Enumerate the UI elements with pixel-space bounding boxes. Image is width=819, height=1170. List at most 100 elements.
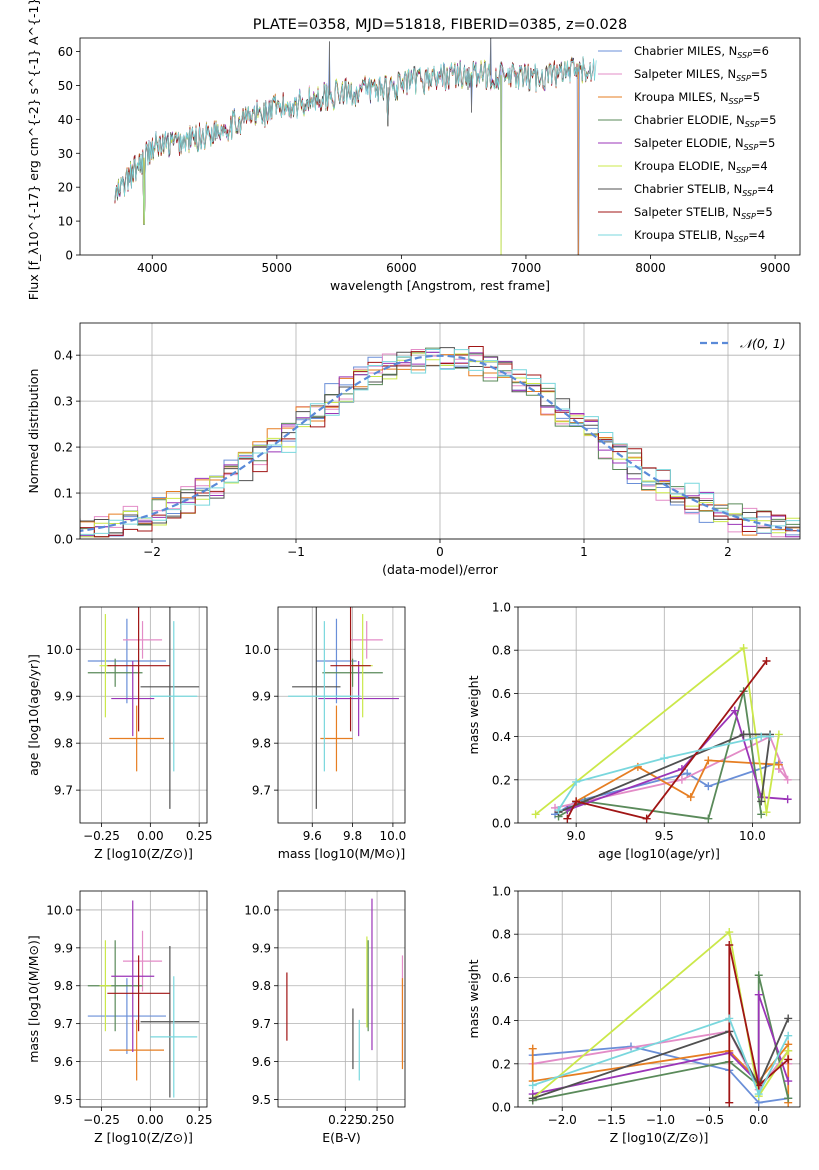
weight-marker [783,795,792,804]
weight-marker [704,814,713,823]
x-tick-label: 8000 [635,261,666,275]
legend-label: Kroupa ELODIE, NSSP=4 [634,159,768,175]
weight-marker [766,732,775,741]
y-tick-label: 9.6 [252,1055,271,1069]
weight-marker [725,928,734,937]
x-tick-label: 0.225 [328,1113,362,1127]
weight-marker [754,990,763,999]
x-tick-label: 6000 [386,261,417,275]
y-tick-label: 9.9 [252,941,271,955]
axes-frame [277,606,406,824]
y-tick-label: 0.4 [492,730,511,744]
weight-series [728,944,789,1103]
weight-marker [572,777,581,786]
y-axis-label: Normed distribution [26,369,41,494]
y-tick-label: 0.0 [492,1101,511,1115]
y-tick-label: 0.2 [492,773,511,787]
y-tick-label: 60 [58,45,73,59]
weight-marker [739,730,748,739]
x-tick-label: 1 [580,545,588,559]
x-tick-label: 5000 [262,261,293,275]
weight-marker [572,797,581,806]
x-tick-label: 0.250 [360,1113,394,1127]
weight-marker [531,810,540,819]
weight-marker [762,808,771,817]
legend-label: Salpeter MILES, NSSP=5 [634,67,768,83]
weight-series [566,660,768,820]
y-tick-label: 9.9 [252,690,271,704]
y-tick-label: 10.0 [244,643,271,657]
panel-spectrum: 4000 5000 6000 7000 8000 9000 0 10 20 30 40 50 60 wav… [26,0,801,300]
x-tick-label: 9.5 [655,829,674,843]
y-axis-label: mass weight [466,675,481,754]
panel-weight-vs-age: 9.0 9.5 10.0 0.0 0.2 0.4 0.6 0.8 1.0 age [log10(a… [466,601,801,861]
axes-frame [79,606,208,824]
axes-frame [517,606,801,824]
weight-marker [677,775,686,784]
x-tick-label: 0.25 [186,829,213,843]
weight-series [558,733,772,814]
weight-marker [784,1031,793,1040]
weight-series [554,761,780,816]
x-tick-label: −0.25 [83,829,120,843]
panel-residuals: −2 −1 0 1 2 0.0 0.1 0.2 0.3 0.4 (data-model)/error… [26,322,801,577]
y-tick-label: 9.5 [54,1093,73,1107]
weight-marker [784,1055,793,1064]
plot-area-spectrum [114,38,597,255]
y-tick-label: 10 [58,215,73,229]
plot-area-age-vs-Z [87,607,200,809]
x-tick-label: 4000 [137,261,168,275]
x-tick-label: −2 [143,545,161,559]
y-tick-label: 9.7 [54,784,73,798]
weight-marker [686,793,695,802]
x-axis-label: Z [log10(Z/Z⊙)] [610,1130,709,1145]
y-tick-label: 1.0 [492,601,511,615]
y-tick-label: 9.8 [252,737,271,751]
y-tick-label: 9.7 [54,1017,73,1031]
y-tick-label: 0.4 [54,349,73,363]
y-tick-label: 50 [58,79,73,93]
y-tick-label: 0.0 [492,817,511,831]
weight-marker [528,1094,537,1103]
weight-marker [774,760,783,769]
legend-label: Chabrier MILES, NSSP=6 [634,44,769,60]
axes-frame [79,322,801,540]
x-tick-label: 9.6 [303,829,322,843]
weight-marker [660,754,669,763]
y-tick-label: 0.6 [492,687,511,701]
histogram-series [80,349,800,538]
x-tick-label: 10.0 [380,829,407,843]
panel-age-vs-mass: 9.6 9.8 10.0 9.7 9.8 9.9 10.0 mass [log10(M/M⊙)… [244,606,407,861]
y-tick-label: 9.6 [54,1055,73,1069]
y-tick-label: 1.0 [492,885,511,899]
weight-marker [730,706,739,715]
weight-marker [725,941,734,949]
chart-title: PLATE=0358, MJD=51818, FIBERID=0385, z=0… [253,17,627,33]
weight-marker [754,971,763,980]
x-tick-label: −0.5 [695,1113,724,1127]
legend-label: Kroupa MILES, NSSP=5 [634,90,760,106]
y-tick-label: 0.3 [54,395,73,409]
y-axis-label: mass weight [466,959,481,1038]
x-tick-label: 2 [724,545,732,559]
normal-reference-curve [80,354,800,533]
legend-label: Salpeter ELODIE, NSSP=5 [634,136,775,152]
y-tick-label: 9.8 [54,737,73,751]
spectrum-line [114,57,594,225]
x-axis-label: mass [log10(M/M⊙)] [278,846,406,861]
axes-frame [79,37,801,256]
y-tick-label: 9.7 [252,1017,271,1031]
y-tick-label: 40 [58,113,73,127]
x-axis-label: (data-model)/error [382,562,499,577]
y-tick-label: 9.8 [252,979,271,993]
weight-marker [642,814,651,823]
weight-marker [757,810,766,819]
panel-age-vs-Z: −0.25 0.00 0.25 9.7 9.8 9.9 10.0 Z [log10(Z/Z⊙)… [26,606,213,861]
y-tick-label: 0.8 [492,928,511,942]
weight-marker [784,1014,793,1023]
x-tick-label: 9.8 [343,829,362,843]
weight-marker [757,732,766,741]
weight-marker [554,806,563,815]
y-tick-label: 0.6 [492,971,511,985]
